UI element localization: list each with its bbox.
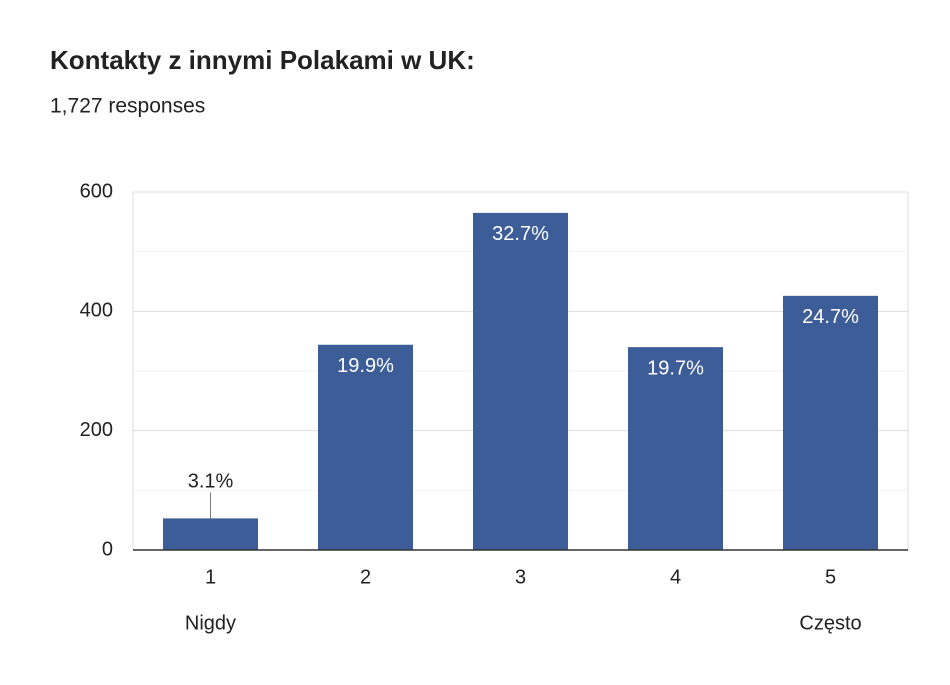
y-tick-label: 0: [102, 538, 113, 560]
y-tick-label: 600: [80, 180, 113, 202]
data-label: 3.1%: [188, 471, 234, 493]
bar: [628, 347, 723, 550]
bar: [318, 344, 413, 550]
x-tick-label: 1: [205, 566, 216, 588]
x-tick-label: 2: [360, 566, 371, 588]
x-tick-label: 5: [825, 566, 836, 588]
x-tick-label: 4: [670, 566, 681, 588]
data-label: 24.7%: [802, 306, 859, 328]
data-label: 19.9%: [337, 355, 394, 377]
bar: [783, 295, 878, 550]
y-tick-label: 200: [80, 419, 113, 441]
bar: [163, 518, 258, 550]
chart-title: Kontakty z innymi Polakami w UK:: [50, 45, 475, 75]
x-sub-label: Często: [799, 612, 861, 634]
y-tick-label: 400: [80, 300, 113, 322]
chart-subtitle: 1,727 responses: [50, 95, 205, 118]
data-label: 32.7%: [492, 223, 549, 245]
bar: [473, 212, 568, 550]
x-tick-label: 3: [515, 566, 526, 588]
x-sub-label: Nigdy: [185, 612, 236, 634]
data-label: 19.7%: [647, 357, 704, 379]
